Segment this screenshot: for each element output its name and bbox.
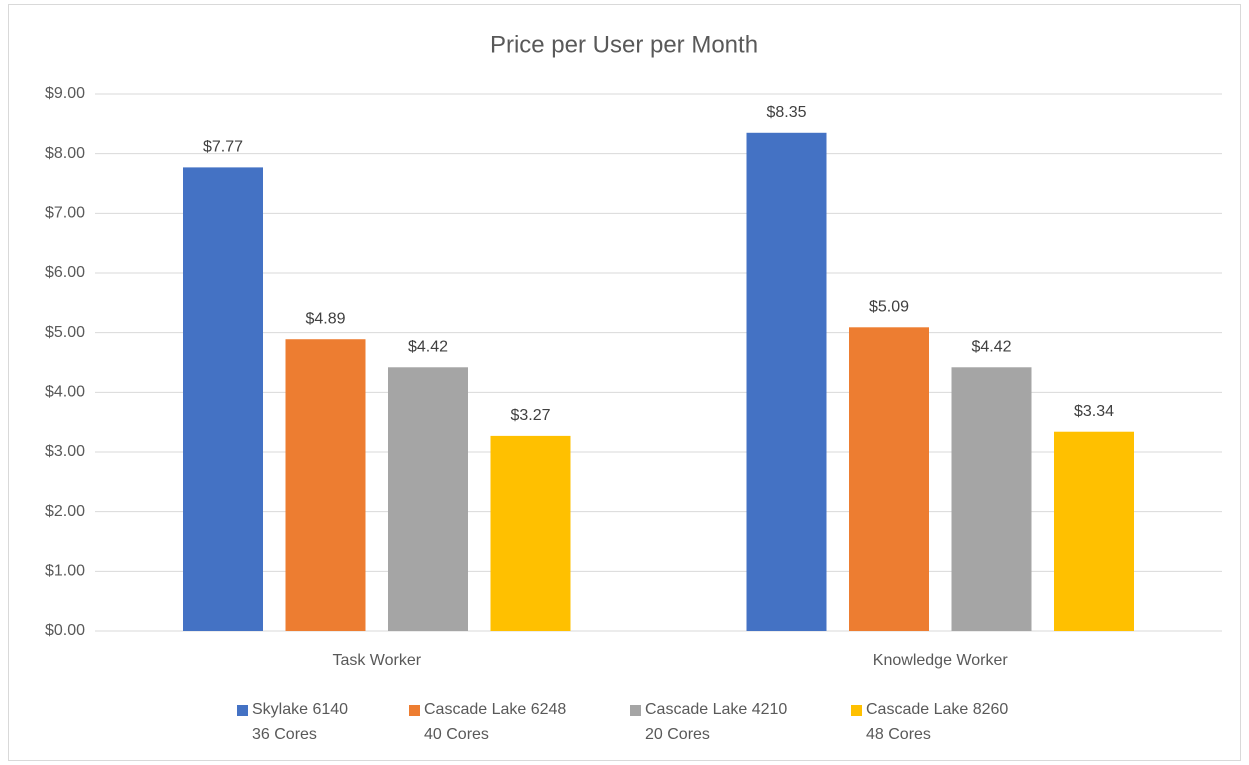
bar xyxy=(1054,431,1134,631)
legend-swatch xyxy=(409,705,420,716)
y-tick-label: $5.00 xyxy=(45,324,85,341)
y-tick-label: $3.00 xyxy=(45,443,85,460)
y-tick-label: $1.00 xyxy=(45,563,85,580)
legend-item: Cascade Lake 6248 40 Cores xyxy=(409,701,566,747)
legend-label: Skylake 6140 36 Cores xyxy=(252,701,349,743)
legend-label: Cascade Lake 4210 20 Cores xyxy=(645,701,788,743)
data-label: $3.34 xyxy=(1074,403,1114,420)
y-tick-label: $7.00 xyxy=(45,205,85,222)
chart-title: Price per User per Month xyxy=(490,31,758,58)
bar xyxy=(849,327,929,631)
bar xyxy=(388,367,468,631)
legend-swatch xyxy=(630,705,641,716)
legend-item: Cascade Lake 4210 20 Cores xyxy=(630,701,787,747)
legend-item: Cascade Lake 8260 48 Cores xyxy=(851,701,1008,747)
bar xyxy=(183,167,263,631)
legend-item: Skylake 6140 36 Cores xyxy=(237,701,348,747)
legend-label: Cascade Lake 8260 48 Cores xyxy=(866,701,1009,743)
bar xyxy=(746,132,827,632)
data-label: $4.89 xyxy=(305,310,345,327)
y-tick-label: $4.00 xyxy=(45,384,85,401)
bar xyxy=(490,435,571,631)
data-label: $8.35 xyxy=(766,104,806,121)
data-label: $4.42 xyxy=(408,338,448,355)
y-tick-label: $2.00 xyxy=(45,503,85,520)
data-label: $3.27 xyxy=(510,407,550,424)
x-tick-label: Knowledge Worker xyxy=(873,652,1009,669)
data-label: $7.77 xyxy=(203,139,243,156)
x-tick-label: Task Worker xyxy=(332,652,421,669)
y-tick-label: $9.00 xyxy=(45,85,85,102)
y-tick-label: $8.00 xyxy=(45,145,85,162)
legend-swatch xyxy=(237,705,248,716)
legend-label: Cascade Lake 6248 40 Cores xyxy=(424,701,567,743)
legend-swatch xyxy=(851,705,862,716)
data-label: $5.09 xyxy=(869,299,909,316)
y-tick-label: $0.00 xyxy=(45,622,85,639)
bar xyxy=(951,367,1032,631)
data-label: $4.42 xyxy=(971,338,1011,355)
bar xyxy=(285,339,366,631)
y-tick-label: $6.00 xyxy=(45,264,85,281)
